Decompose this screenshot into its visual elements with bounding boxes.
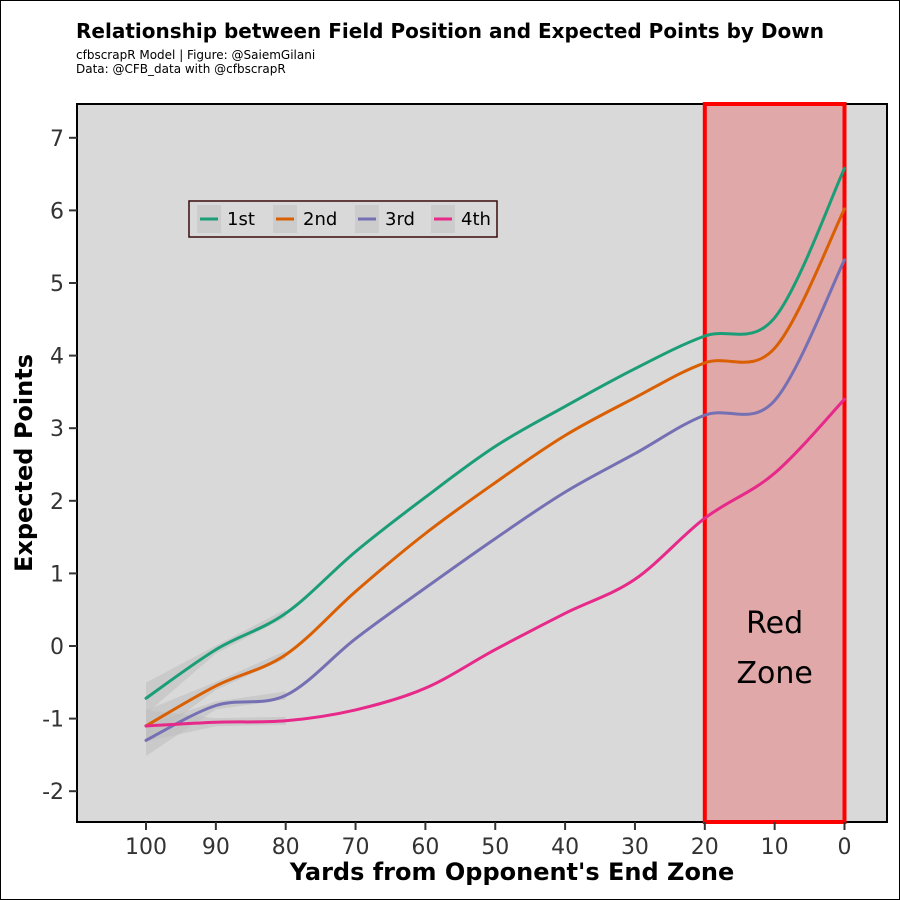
x-tick-label: 90 bbox=[202, 835, 230, 860]
x-tick-label: 60 bbox=[411, 835, 439, 860]
y-axis-title: Expected Points bbox=[10, 354, 38, 572]
red-zone-label: Red bbox=[746, 606, 803, 641]
series-line-1st bbox=[144, 166, 846, 700]
x-tick-label: 40 bbox=[551, 835, 579, 860]
legend: 1st 2nd 3rd 4th bbox=[188, 200, 498, 238]
subtitle-credit: cfbscrapR Model | Figure: @SaiemGilani bbox=[76, 48, 316, 62]
y-tick-label: 4 bbox=[50, 345, 64, 370]
y-tick-label: 7 bbox=[50, 127, 64, 152]
x-tick-label: 0 bbox=[838, 835, 852, 860]
series-line-3rd bbox=[144, 258, 846, 742]
x-tick-label: 10 bbox=[761, 835, 789, 860]
subtitle-source: Data: @CFB_data with @cfbscrapR bbox=[76, 62, 286, 76]
y-tick-label: 1 bbox=[50, 562, 64, 587]
y-tick-label: 3 bbox=[50, 417, 64, 442]
x-tick-label: 80 bbox=[272, 835, 300, 860]
y-tick-label: -1 bbox=[42, 708, 64, 733]
legend-label-2nd: 2nd bbox=[303, 209, 337, 230]
y-tick-label: 0 bbox=[50, 635, 64, 660]
x-tick-label: 70 bbox=[342, 835, 370, 860]
red-zone-box bbox=[702, 102, 847, 824]
chart-title: Relationship between Field Position and … bbox=[76, 19, 824, 43]
x-tick-label: 30 bbox=[621, 835, 649, 860]
series-line-2nd bbox=[144, 207, 846, 728]
legend-label-4th: 4th bbox=[461, 209, 491, 230]
confidence-band-1st bbox=[146, 609, 286, 714]
red-zone-label: Zone bbox=[736, 656, 812, 691]
legend-label-3rd: 3rd bbox=[385, 209, 415, 230]
x-tick-label: 50 bbox=[481, 835, 509, 860]
x-tick-label: 20 bbox=[691, 835, 719, 860]
y-tick-label: -2 bbox=[42, 780, 64, 805]
legend-label-1st: 1st bbox=[227, 209, 255, 230]
chart-subtitle: cfbscrapR Model | Figure: @SaiemGilani D… bbox=[76, 48, 315, 76]
x-axis-title: Yards from Opponent's End Zone bbox=[289, 858, 735, 886]
confidence-band-2nd bbox=[146, 650, 286, 742]
series-line-4th bbox=[144, 397, 846, 728]
x-tick-label: 100 bbox=[125, 835, 167, 860]
y-tick-label: 5 bbox=[50, 272, 64, 297]
y-tick-label: 6 bbox=[50, 199, 64, 224]
confidence-band-4th bbox=[146, 710, 286, 742]
y-tick-label: 2 bbox=[50, 490, 64, 515]
